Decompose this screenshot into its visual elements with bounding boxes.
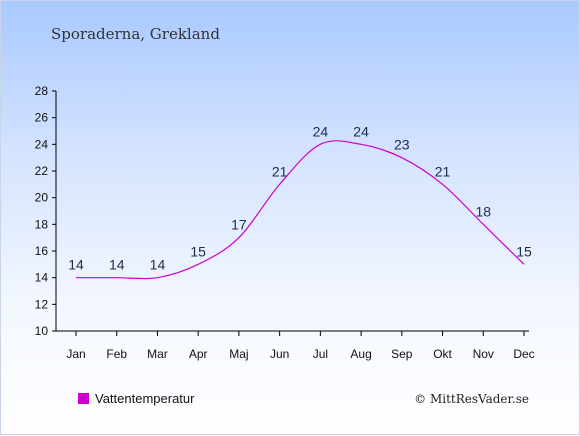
y-tick-label: 24 [35,137,49,151]
data-label: 15 [516,243,532,259]
x-tick-label: Jul [313,347,328,361]
legend-label: Vattentemperatur [95,391,195,406]
x-tick-label: Nov [473,347,494,361]
data-label: 14 [68,257,84,273]
y-tick-label: 26 [35,111,49,125]
x-tick-label: Jan [66,347,85,361]
legend-swatch [78,393,89,404]
data-label: 18 [475,203,491,219]
y-tick-label: 18 [35,217,49,231]
data-label: 14 [109,257,125,273]
x-tick-label: Aug [350,347,371,361]
data-labels: 14 14 14 15 17 21 24 24 23 21 18 15 [68,123,532,272]
x-tick-label: Feb [106,347,127,361]
x-tick-label: Okt [433,347,452,361]
x-tick-label: Jun [270,347,289,361]
legend: Vattentemperatur [78,391,195,406]
x-tick-label: Dec [513,347,534,361]
chart-title: Sporaderna, Grekland [51,25,220,43]
x-tick-label: Maj [229,347,248,361]
data-label: 14 [150,257,166,273]
data-label: 15 [190,243,206,259]
data-label: 17 [231,217,247,233]
y-tick-label: 10 [35,324,49,338]
y-tick-label: 12 [35,297,49,311]
x-tick-label: Mar [147,347,168,361]
x-axis: Jan Feb Mar Apr Maj Jun Jul Aug Sep Okt Nov Dec [56,330,535,361]
data-label: 23 [394,137,410,153]
series-layer [75,140,525,280]
data-label: 21 [272,163,288,179]
x-tick-label: Sep [391,347,413,361]
series-line-vattentemperatur [75,140,525,280]
data-label: 21 [435,163,451,179]
y-tick-label: 16 [35,244,49,258]
y-tick-label: 14 [35,271,49,285]
y-tick-label: 28 [35,84,49,98]
data-label: 24 [313,123,329,139]
x-tick-label: Apr [189,347,208,361]
credit-text: © MittResVader.se [414,392,529,406]
y-tick-label: 20 [35,191,49,205]
y-tick-label: 22 [35,164,49,178]
data-label: 24 [353,123,369,139]
y-axis: 10 12 14 16 18 20 22 24 26 28 [35,84,57,338]
